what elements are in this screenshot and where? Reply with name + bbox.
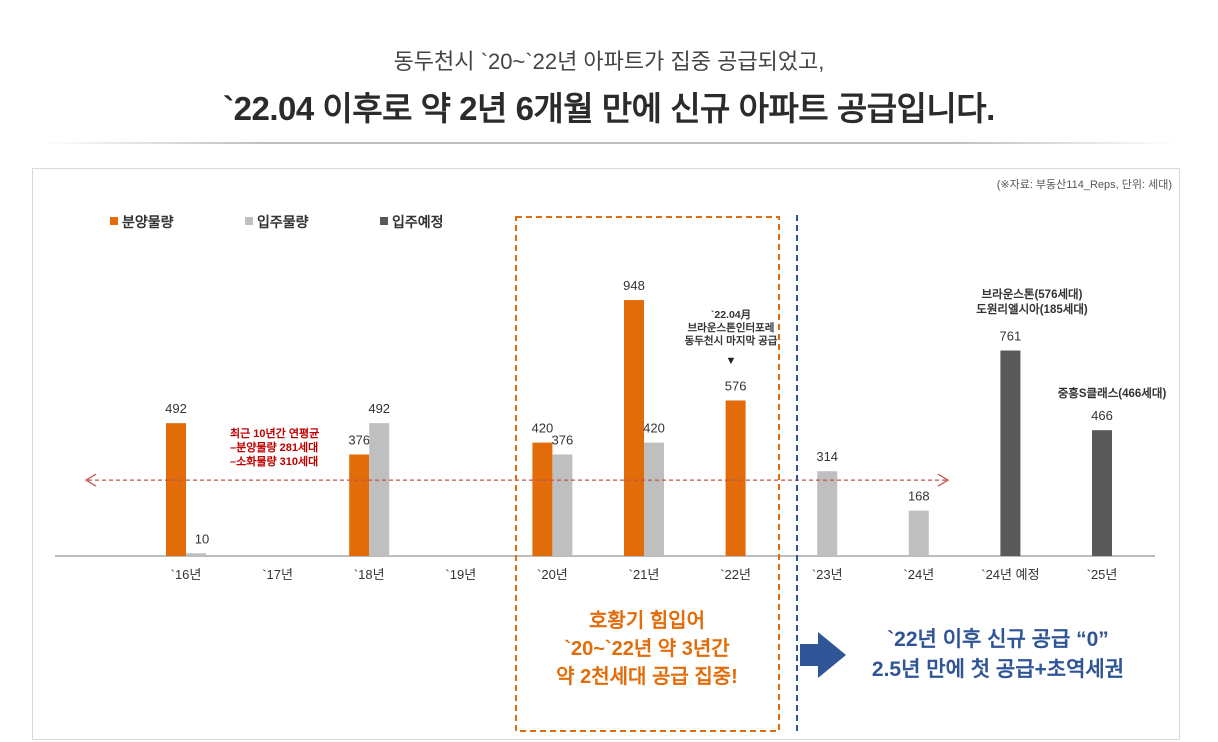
x-tick-label-3: `19년 (445, 567, 476, 582)
average-note-line-0: 최근 10년간 연평균 (230, 426, 319, 440)
average-note-line-1: –분양물량 281세대 (230, 440, 318, 454)
highlight-box-text-1: `20~`22년 약 3년간 (564, 637, 730, 660)
data-label-입주물량-5: 420 (643, 421, 665, 436)
x-tick-label-9: `24년 예정 (981, 567, 1039, 582)
x-tick-label-0: `16년 (171, 567, 202, 582)
x-tick-label-1: `17년 (262, 567, 293, 582)
legend-swatch-0 (110, 217, 118, 225)
bar-분양물량-2 (349, 454, 370, 556)
legend-swatch-1 (245, 217, 253, 225)
chart-panel (32, 168, 1180, 740)
data-label-입주예정-9: 761 (1000, 329, 1022, 344)
bar-입주물량-4 (552, 454, 573, 556)
bar-입주예정-9 (1000, 350, 1021, 556)
legend-label-2: 입주예정 (392, 214, 444, 230)
bar-입주물량-8 (908, 510, 929, 556)
bar-분양물량-6 (725, 400, 746, 556)
note-2022-line-2: 동두천시 마지막 공급 (685, 334, 778, 347)
header-title: `22.04 이후로 약 2년 6개월 만에 신규 아파트 공급입니다. (223, 90, 995, 127)
bar-분양물량-4 (532, 442, 553, 556)
data-label-입주물량-2: 492 (368, 401, 390, 416)
x-tick-label-7: `23년 (812, 567, 843, 582)
x-tick-label-5: `21년 (629, 567, 660, 582)
data-label-분양물량-2: 376 (348, 432, 370, 447)
note-2024-line-0: 브라운스톤(576세대) (982, 287, 1083, 301)
average-note-line-2: –소화물량 310세대 (230, 454, 318, 468)
data-label-입주물량-4: 376 (552, 432, 574, 447)
data-label-분양물량-5: 948 (623, 278, 645, 293)
highlight-box (515, 216, 780, 732)
bar-분양물량-0 (166, 423, 186, 556)
data-label-분양물량-6: 576 (725, 378, 747, 393)
legend-label-0: 분양물량 (122, 214, 174, 230)
bar-분양물량-5 (624, 300, 644, 556)
legend-swatch-2 (380, 217, 388, 225)
highlight-box-text-0: 호황기 힘입어 (589, 609, 705, 632)
note-2025: 중흥S클래스(466세대) (1058, 386, 1167, 400)
average-line-arrow-right (937, 473, 950, 487)
bar-입주물량-0 (186, 553, 206, 556)
highlight-box-text-2: 약 2천세대 공급 집중! (556, 665, 738, 688)
x-tick-label-4: `20년 (537, 567, 568, 582)
bar-입주물량-2 (369, 423, 390, 556)
x-tick-label-8: `24년 (903, 567, 934, 582)
legend-label-1: 입주물량 (257, 214, 309, 230)
header-subtitle: 동두천시 `20~`22년 아파트가 집중 공급되었고, (393, 49, 825, 74)
data-label-분양물량-0: 492 (165, 401, 187, 416)
average-line-arrow-left (84, 473, 97, 487)
blue-arrow (800, 632, 846, 678)
x-tick-label-6: `22년 (720, 567, 751, 582)
right-summary-text-0: `22년 이후 신규 공급 “0” (887, 627, 1109, 651)
bar-입주물량-5 (644, 442, 664, 556)
bar-입주물량-7 (817, 471, 838, 556)
x-tick-label-10: `25년 (1087, 567, 1118, 582)
note-2022-marker: ▼ (726, 355, 737, 367)
note-2022-line-1: 브라운스톤인터포레 (688, 321, 775, 334)
data-label-입주물량-0: 10 (195, 531, 209, 546)
bar-입주예정-10 (1092, 430, 1112, 556)
right-summary-text-1: 2.5년 만에 첫 공급+초역세권 (872, 658, 1124, 681)
data-label-입주물량-8: 168 (908, 489, 930, 504)
note-2022-line-0: `22.04月 (711, 309, 751, 321)
data-label-입주예정-10: 466 (1091, 408, 1113, 423)
source-note: (※자료: 부동산114_Reps, 단위: 세대) (996, 179, 1172, 191)
x-tick-label-2: `18년 (354, 567, 385, 582)
data-label-입주물량-7: 314 (816, 449, 838, 464)
note-2024-line-1: 도원리엘시아(185세대) (976, 302, 1088, 316)
header-divider (40, 142, 1178, 144)
data-label-분양물량-4: 420 (532, 421, 554, 436)
